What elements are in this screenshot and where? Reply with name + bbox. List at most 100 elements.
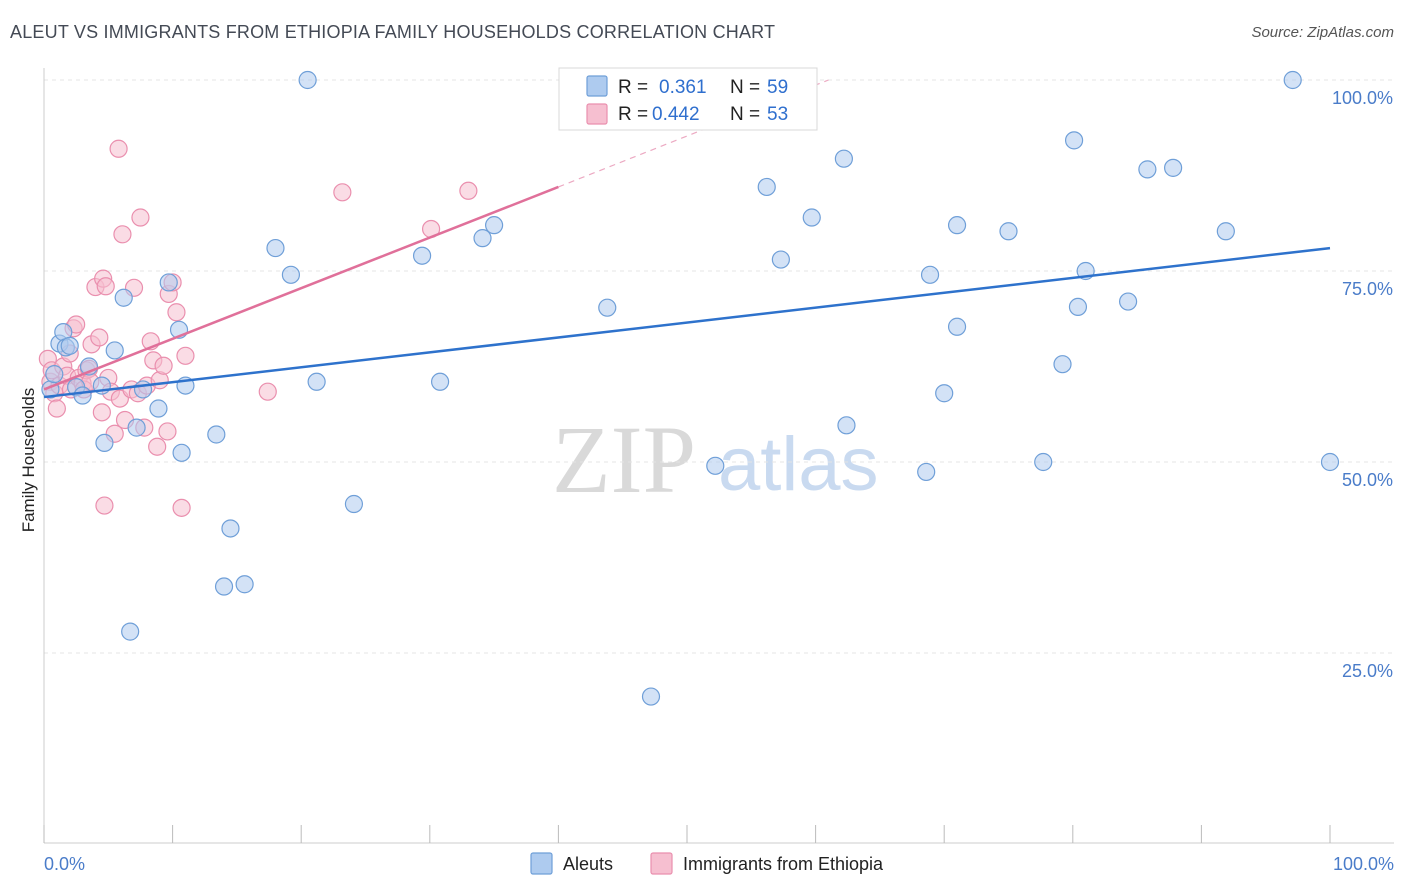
- y-tick-label: 100.0%: [1332, 88, 1393, 108]
- data-point: [935, 384, 954, 403]
- y-tick-label: 75.0%: [1342, 279, 1393, 299]
- legend-n-label: N =: [730, 104, 760, 125]
- data-point: [485, 216, 504, 235]
- series-immigrants-from-ethiopia: [38, 139, 478, 517]
- y-axis-title: Family Households: [19, 388, 38, 533]
- data-point: [47, 399, 66, 418]
- legend-r-value: 0.442: [652, 104, 700, 125]
- legend-swatch-aleuts: [586, 75, 608, 97]
- data-point: [235, 575, 254, 594]
- watermark: ZIP atlas: [552, 406, 879, 513]
- data-point: [221, 519, 240, 538]
- data-point: [45, 365, 64, 384]
- data-point: [1283, 70, 1302, 90]
- data-point: [1053, 355, 1072, 374]
- data-point: [113, 225, 132, 244]
- bottom-legend-label-aleuts: Aleuts: [563, 854, 613, 874]
- data-point: [1138, 160, 1157, 179]
- x-tick-label-left: 0.0%: [44, 854, 85, 874]
- data-point: [641, 687, 661, 706]
- data-point: [1216, 222, 1235, 241]
- trend-line-ethiopia: [43, 185, 559, 391]
- legend-r-label: R =: [618, 77, 648, 98]
- data-point: [1118, 292, 1138, 311]
- data-point: [172, 498, 191, 517]
- data-point: [802, 208, 821, 227]
- y-tick-label: 25.0%: [1342, 661, 1393, 681]
- axes: [43, 68, 1394, 844]
- data-point: [771, 250, 790, 269]
- data-point: [105, 341, 124, 360]
- data-point: [95, 433, 114, 452]
- data-point: [127, 418, 146, 437]
- data-point: [999, 222, 1018, 241]
- data-point: [1034, 452, 1053, 472]
- bottom-legend: Aleuts Immigrants from Ethiopia: [530, 852, 884, 875]
- watermark-zip: ZIP: [552, 406, 696, 513]
- data-point: [73, 386, 92, 405]
- data-point: [706, 456, 725, 475]
- data-point: [298, 70, 317, 90]
- legend-swatch-ethiopia: [586, 103, 608, 125]
- data-point: [266, 238, 285, 258]
- legend-r-label: R =: [618, 104, 648, 125]
- legend-n-label: N =: [730, 77, 760, 98]
- trend-line-aleuts: [43, 246, 1331, 399]
- data-point: [344, 494, 364, 514]
- data-point: [92, 403, 111, 422]
- x-tick-label-right: 100.0%: [1333, 854, 1394, 874]
- series-aleuts: [41, 70, 1340, 706]
- data-point: [1320, 452, 1340, 472]
- legend-box: R = 0.361 N = 59 R = 0.442 N = 53: [558, 67, 818, 131]
- data-point: [598, 298, 617, 317]
- data-point: [1064, 131, 1084, 150]
- data-point: [258, 382, 277, 401]
- bottom-legend-swatch-aleuts: [530, 852, 553, 875]
- data-point: [947, 317, 967, 336]
- data-point: [95, 496, 114, 515]
- data-point: [307, 372, 326, 391]
- data-point: [148, 437, 167, 456]
- data-point: [109, 139, 128, 158]
- data-point: [920, 265, 940, 284]
- data-point: [947, 216, 967, 235]
- data-point: [281, 265, 301, 284]
- data-point: [159, 273, 178, 292]
- data-point: [1068, 297, 1088, 317]
- chart-title: ALEUT VS IMMIGRANTS FROM ETHIOPIA FAMILY…: [10, 22, 776, 42]
- data-point: [96, 277, 115, 296]
- data-point: [333, 183, 352, 202]
- data-point: [158, 422, 177, 441]
- data-point: [412, 246, 432, 265]
- data-point: [473, 229, 492, 248]
- legend-n-value: 53: [767, 104, 788, 125]
- data-point: [131, 208, 150, 227]
- bottom-legend-swatch-ethiopia: [650, 852, 673, 875]
- data-point: [917, 462, 936, 482]
- data-point: [834, 149, 853, 168]
- legend-r-value: 0.361: [659, 77, 707, 98]
- y-tick-label: 50.0%: [1342, 470, 1393, 490]
- watermark-atlas: atlas: [718, 422, 879, 507]
- data-point: [837, 416, 856, 435]
- data-point: [121, 622, 140, 641]
- data-point: [114, 288, 133, 307]
- data-point: [154, 356, 173, 375]
- data-point: [430, 372, 450, 391]
- data-point: [214, 577, 234, 596]
- data-point: [172, 443, 191, 462]
- data-point: [60, 336, 79, 355]
- data-point: [133, 380, 153, 399]
- gridlines: [44, 79, 1394, 654]
- data-point: [207, 425, 226, 444]
- bottom-legend-label-ethiopia: Immigrants from Ethiopia: [683, 854, 884, 874]
- legend-n-value: 59: [767, 77, 788, 98]
- data-point: [149, 399, 168, 418]
- data-point: [459, 181, 478, 200]
- data-point: [1164, 158, 1183, 177]
- source-label: Source: ZipAtlas.com: [1251, 24, 1394, 41]
- data-point: [757, 177, 776, 197]
- data-point: [176, 346, 195, 365]
- data-point: [90, 328, 109, 347]
